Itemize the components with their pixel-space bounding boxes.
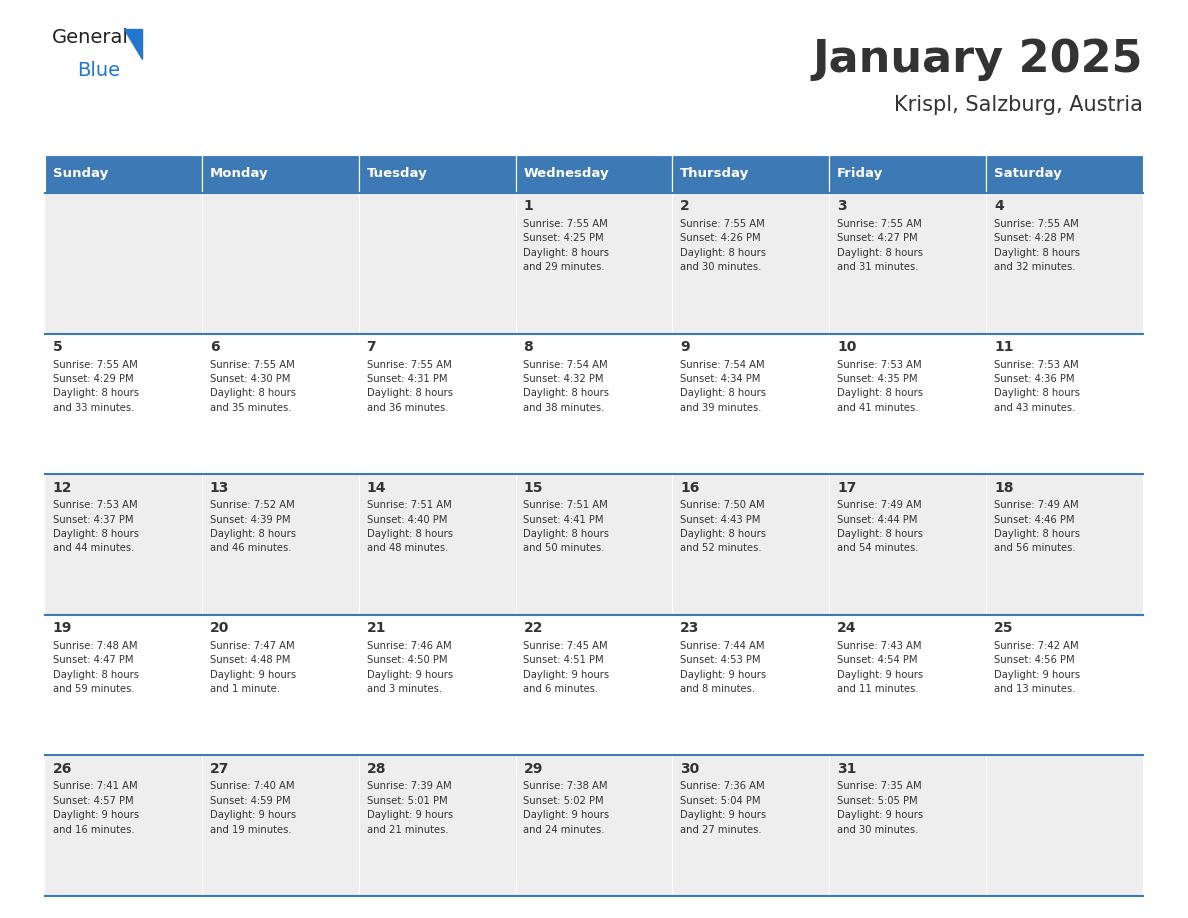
Bar (45, 756, 1143, 896)
Bar (45, 615, 1143, 756)
Bar (45, 155, 202, 193)
Text: Sunrise: 7:47 AM
Sunset: 4:48 PM
Daylight: 9 hours
and 1 minute.: Sunrise: 7:47 AM Sunset: 4:48 PM Dayligh… (210, 641, 296, 694)
Text: 8: 8 (524, 340, 533, 354)
Text: Sunrise: 7:53 AM
Sunset: 4:36 PM
Daylight: 8 hours
and 43 minutes.: Sunrise: 7:53 AM Sunset: 4:36 PM Dayligh… (994, 360, 1080, 413)
Text: Sunrise: 7:53 AM
Sunset: 4:37 PM
Daylight: 8 hours
and 44 minutes.: Sunrise: 7:53 AM Sunset: 4:37 PM Dayligh… (52, 500, 139, 554)
Text: Sunrise: 7:36 AM
Sunset: 5:04 PM
Daylight: 9 hours
and 27 minutes.: Sunrise: 7:36 AM Sunset: 5:04 PM Dayligh… (681, 781, 766, 834)
Text: Sunrise: 7:53 AM
Sunset: 4:35 PM
Daylight: 8 hours
and 41 minutes.: Sunrise: 7:53 AM Sunset: 4:35 PM Dayligh… (838, 360, 923, 413)
Text: Friday: Friday (838, 167, 884, 181)
Text: Sunrise: 7:54 AM
Sunset: 4:32 PM
Daylight: 8 hours
and 38 minutes.: Sunrise: 7:54 AM Sunset: 4:32 PM Dayligh… (524, 360, 609, 413)
Text: Wednesday: Wednesday (524, 167, 609, 181)
Bar (359, 155, 516, 193)
Text: Sunrise: 7:41 AM
Sunset: 4:57 PM
Daylight: 9 hours
and 16 minutes.: Sunrise: 7:41 AM Sunset: 4:57 PM Dayligh… (52, 781, 139, 834)
Text: Sunrise: 7:50 AM
Sunset: 4:43 PM
Daylight: 8 hours
and 52 minutes.: Sunrise: 7:50 AM Sunset: 4:43 PM Dayligh… (681, 500, 766, 554)
Text: 22: 22 (524, 621, 543, 635)
Text: 14: 14 (367, 481, 386, 495)
Text: Sunrise: 7:38 AM
Sunset: 5:02 PM
Daylight: 9 hours
and 24 minutes.: Sunrise: 7:38 AM Sunset: 5:02 PM Dayligh… (524, 781, 609, 834)
Text: Sunrise: 7:55 AM
Sunset: 4:29 PM
Daylight: 8 hours
and 33 minutes.: Sunrise: 7:55 AM Sunset: 4:29 PM Dayligh… (52, 360, 139, 413)
Text: Sunrise: 7:49 AM
Sunset: 4:44 PM
Daylight: 8 hours
and 54 minutes.: Sunrise: 7:49 AM Sunset: 4:44 PM Dayligh… (838, 500, 923, 554)
Text: 19: 19 (52, 621, 72, 635)
Text: Monday: Monday (210, 167, 268, 181)
Text: Sunrise: 7:39 AM
Sunset: 5:01 PM
Daylight: 9 hours
and 21 minutes.: Sunrise: 7:39 AM Sunset: 5:01 PM Dayligh… (367, 781, 453, 834)
Text: 13: 13 (210, 481, 229, 495)
Text: 28: 28 (367, 762, 386, 776)
Text: Sunrise: 7:35 AM
Sunset: 5:05 PM
Daylight: 9 hours
and 30 minutes.: Sunrise: 7:35 AM Sunset: 5:05 PM Dayligh… (838, 781, 923, 834)
Bar (516, 155, 672, 193)
Text: 31: 31 (838, 762, 857, 776)
Bar (986, 155, 1143, 193)
Text: 12: 12 (52, 481, 72, 495)
Text: 1: 1 (524, 199, 533, 214)
Text: 29: 29 (524, 762, 543, 776)
Text: 18: 18 (994, 481, 1013, 495)
Text: Sunrise: 7:55 AM
Sunset: 4:28 PM
Daylight: 8 hours
and 32 minutes.: Sunrise: 7:55 AM Sunset: 4:28 PM Dayligh… (994, 219, 1080, 273)
Bar (672, 155, 829, 193)
Text: Sunrise: 7:45 AM
Sunset: 4:51 PM
Daylight: 9 hours
and 6 minutes.: Sunrise: 7:45 AM Sunset: 4:51 PM Dayligh… (524, 641, 609, 694)
Bar (45, 193, 1143, 333)
Text: 21: 21 (367, 621, 386, 635)
Bar (829, 155, 986, 193)
Text: 23: 23 (681, 621, 700, 635)
Text: Sunrise: 7:55 AM
Sunset: 4:27 PM
Daylight: 8 hours
and 31 minutes.: Sunrise: 7:55 AM Sunset: 4:27 PM Dayligh… (838, 219, 923, 273)
Text: 25: 25 (994, 621, 1013, 635)
Text: 11: 11 (994, 340, 1013, 354)
Text: General: General (52, 28, 128, 47)
Text: 30: 30 (681, 762, 700, 776)
Text: 15: 15 (524, 481, 543, 495)
Text: Sunrise: 7:55 AM
Sunset: 4:25 PM
Daylight: 8 hours
and 29 minutes.: Sunrise: 7:55 AM Sunset: 4:25 PM Dayligh… (524, 219, 609, 273)
Text: Sunrise: 7:44 AM
Sunset: 4:53 PM
Daylight: 9 hours
and 8 minutes.: Sunrise: 7:44 AM Sunset: 4:53 PM Dayligh… (681, 641, 766, 694)
Text: 16: 16 (681, 481, 700, 495)
Text: 9: 9 (681, 340, 690, 354)
Text: Sunrise: 7:42 AM
Sunset: 4:56 PM
Daylight: 9 hours
and 13 minutes.: Sunrise: 7:42 AM Sunset: 4:56 PM Dayligh… (994, 641, 1080, 694)
Text: 7: 7 (367, 340, 377, 354)
Text: Sunrise: 7:51 AM
Sunset: 4:41 PM
Daylight: 8 hours
and 50 minutes.: Sunrise: 7:51 AM Sunset: 4:41 PM Dayligh… (524, 500, 609, 554)
Text: Sunrise: 7:55 AM
Sunset: 4:26 PM
Daylight: 8 hours
and 30 minutes.: Sunrise: 7:55 AM Sunset: 4:26 PM Dayligh… (681, 219, 766, 273)
Text: Sunrise: 7:46 AM
Sunset: 4:50 PM
Daylight: 9 hours
and 3 minutes.: Sunrise: 7:46 AM Sunset: 4:50 PM Dayligh… (367, 641, 453, 694)
Bar (45, 475, 1143, 615)
Text: Sunday: Sunday (52, 167, 108, 181)
Text: 5: 5 (52, 340, 63, 354)
Text: Thursday: Thursday (681, 167, 750, 181)
Text: Sunrise: 7:51 AM
Sunset: 4:40 PM
Daylight: 8 hours
and 48 minutes.: Sunrise: 7:51 AM Sunset: 4:40 PM Dayligh… (367, 500, 453, 554)
Text: 26: 26 (52, 762, 72, 776)
Text: Saturday: Saturday (994, 167, 1062, 181)
Bar (202, 155, 359, 193)
Text: 4: 4 (994, 199, 1004, 214)
Text: Sunrise: 7:55 AM
Sunset: 4:31 PM
Daylight: 8 hours
and 36 minutes.: Sunrise: 7:55 AM Sunset: 4:31 PM Dayligh… (367, 360, 453, 413)
Text: 10: 10 (838, 340, 857, 354)
Text: Sunrise: 7:52 AM
Sunset: 4:39 PM
Daylight: 8 hours
and 46 minutes.: Sunrise: 7:52 AM Sunset: 4:39 PM Dayligh… (210, 500, 296, 554)
Text: Sunrise: 7:49 AM
Sunset: 4:46 PM
Daylight: 8 hours
and 56 minutes.: Sunrise: 7:49 AM Sunset: 4:46 PM Dayligh… (994, 500, 1080, 554)
Text: 2: 2 (681, 199, 690, 214)
Text: Sunrise: 7:54 AM
Sunset: 4:34 PM
Daylight: 8 hours
and 39 minutes.: Sunrise: 7:54 AM Sunset: 4:34 PM Dayligh… (681, 360, 766, 413)
Text: Sunrise: 7:48 AM
Sunset: 4:47 PM
Daylight: 8 hours
and 59 minutes.: Sunrise: 7:48 AM Sunset: 4:47 PM Dayligh… (52, 641, 139, 694)
Text: 20: 20 (210, 621, 229, 635)
Text: 6: 6 (210, 340, 220, 354)
Text: Sunrise: 7:40 AM
Sunset: 4:59 PM
Daylight: 9 hours
and 19 minutes.: Sunrise: 7:40 AM Sunset: 4:59 PM Dayligh… (210, 781, 296, 834)
Bar (45, 333, 1143, 475)
Text: 24: 24 (838, 621, 857, 635)
Text: 3: 3 (838, 199, 847, 214)
Text: Sunrise: 7:55 AM
Sunset: 4:30 PM
Daylight: 8 hours
and 35 minutes.: Sunrise: 7:55 AM Sunset: 4:30 PM Dayligh… (210, 360, 296, 413)
Polygon shape (124, 29, 143, 59)
Text: 27: 27 (210, 762, 229, 776)
Text: Sunrise: 7:43 AM
Sunset: 4:54 PM
Daylight: 9 hours
and 11 minutes.: Sunrise: 7:43 AM Sunset: 4:54 PM Dayligh… (838, 641, 923, 694)
Text: Tuesday: Tuesday (367, 167, 428, 181)
Text: Blue: Blue (77, 61, 120, 80)
Text: Krispl, Salzburg, Austria: Krispl, Salzburg, Austria (895, 95, 1143, 115)
Text: 17: 17 (838, 481, 857, 495)
Text: January 2025: January 2025 (813, 38, 1143, 81)
